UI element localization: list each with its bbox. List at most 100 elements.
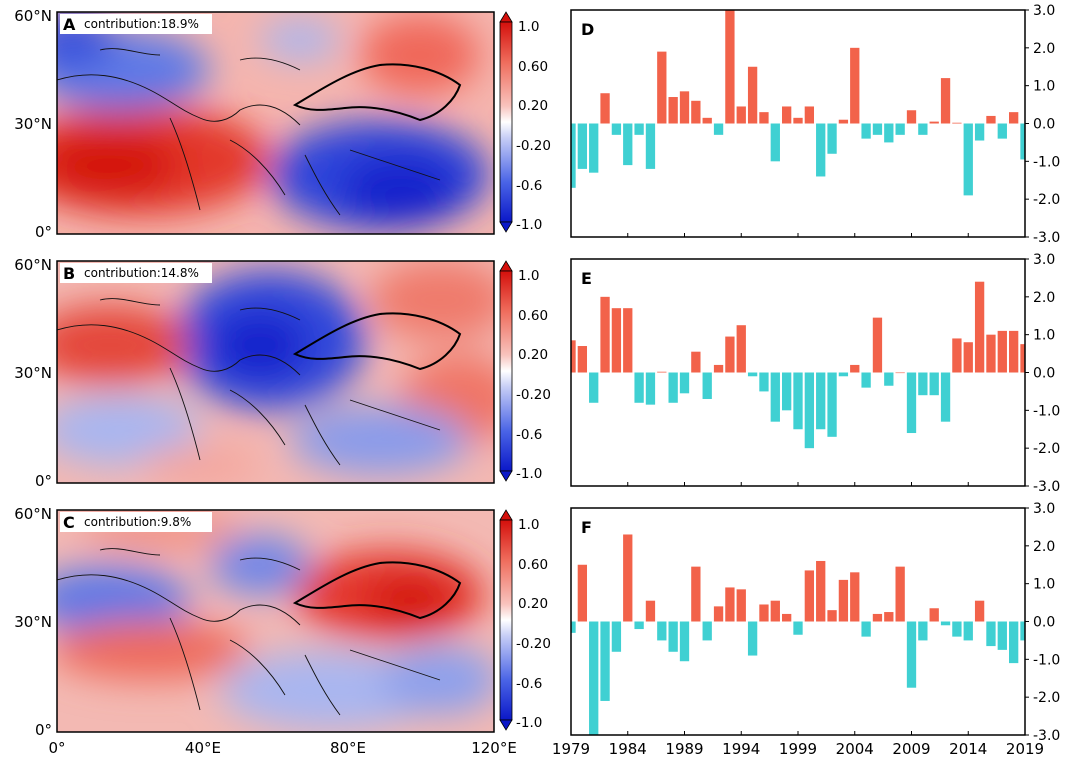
bar-d-1984 (623, 123, 633, 166)
cb-a-tick-5: -0.6 (516, 178, 542, 194)
bar-e-1990 (691, 351, 701, 373)
coastline-c (57, 548, 441, 716)
map-field-b (57, 261, 494, 483)
bar-d-1980 (577, 123, 588, 169)
bar-d-1993 (725, 10, 735, 124)
bar-f-1986 (645, 600, 656, 622)
lon-tick-40: 40°E (185, 739, 221, 757)
bar-e-1988 (668, 372, 678, 403)
map-field-c (57, 510, 494, 732)
bar-d-2003 (838, 119, 849, 124)
bar-f-2003 (838, 579, 849, 622)
bar-f-2019 (1020, 621, 1025, 641)
bar-e-1982 (600, 296, 610, 373)
map-panel-c: C contribution:9.8% (56, 509, 495, 733)
bar-e-2006 (872, 317, 883, 373)
ytick-e-1: 2.0 (1033, 290, 1055, 306)
ytick-f-5: -2.0 (1033, 690, 1060, 706)
cb-b-tick-3: 0.20 (518, 347, 548, 363)
bar-d-2018 (1009, 112, 1019, 124)
cb-a-tick-4: -0.20 (516, 138, 551, 154)
bar-e-2008 (895, 372, 905, 374)
bar-d-1989 (679, 91, 690, 124)
bar-e-1997 (770, 372, 780, 422)
bar-f-1980 (577, 564, 588, 622)
lat-tick-60-b: 60°N (14, 256, 52, 274)
cb-b-tick-2: 0.60 (518, 308, 548, 324)
cb-c-tick-3: 0.20 (518, 596, 548, 612)
bar-d-1992 (713, 123, 724, 135)
map-panel-b: B contribution:14.8% (56, 260, 495, 484)
bar-d-2004 (850, 47, 860, 124)
bar-e-2013 (952, 338, 962, 373)
contribution-box-c (60, 512, 212, 532)
ytick-d-1: 2.0 (1033, 41, 1055, 57)
bar-f-2014 (963, 621, 973, 641)
cb-c-tick-2: 0.60 (518, 557, 548, 573)
panel-label-c: C (63, 513, 75, 532)
panel-label-f: F (581, 518, 592, 537)
bar-e-1987 (657, 371, 667, 373)
bar-f-1990 (691, 566, 701, 622)
tibetan-plateau-outline-b (292, 312, 462, 371)
bar-d-2006 (872, 123, 883, 135)
bar-f-2011 (929, 608, 939, 622)
map-field-a (57, 12, 494, 234)
coastline-b (57, 298, 441, 466)
bar-d-2009 (906, 110, 917, 124)
tibetan-plateau-outline-c (292, 561, 462, 620)
bar-e-1981 (589, 372, 599, 403)
cb-a-tick-3: 0.20 (518, 98, 548, 114)
bar-f-2008 (895, 566, 905, 622)
cb-b-tick-5: -0.6 (516, 427, 542, 443)
lon-tick-80: 80°E (330, 739, 366, 757)
bar-d-2012 (940, 78, 951, 124)
bar-e-2007 (884, 372, 894, 386)
bar-f-2012 (940, 621, 951, 626)
bar-d-2013 (952, 122, 962, 124)
bar-d-2016 (986, 115, 996, 124)
bar-d-2002 (827, 123, 837, 154)
bar-f-1981 (589, 621, 599, 735)
bar-e-1980 (577, 346, 588, 373)
bar-e-1996 (759, 372, 769, 392)
map-panel-a: A contribution:18.9% (56, 11, 495, 235)
xtick-label-2004: 2004 (836, 740, 874, 758)
bar-e-2011 (929, 372, 939, 396)
bar-e-1995 (747, 372, 758, 377)
bar-e-1985 (634, 372, 644, 403)
contribution-text-a: contribution:18.9% (84, 17, 199, 31)
bar-f-1998 (782, 613, 792, 622)
bar-f-1983 (611, 621, 622, 652)
bar-f-2001 (816, 560, 826, 622)
bar-e-2004 (850, 364, 860, 373)
colorbar-c: 1.0 0.60 0.20 -0.20 -0.6 -1.0 (499, 509, 551, 731)
bar-e-1986 (645, 372, 656, 405)
bar-e-1991 (702, 372, 712, 399)
lon-tick-120: 120°E (471, 739, 517, 757)
cb-a-tick-6: -1.0 (516, 217, 542, 233)
bar-d-1995 (747, 66, 758, 124)
bar-e-2000 (804, 372, 815, 449)
lat-tick-0-b: 0° (35, 472, 52, 490)
panel-label-d: D (581, 20, 594, 39)
bar-e-2018 (1009, 330, 1019, 373)
bar-chart-e: E 3.0 2.0 1.0 0.0 -1.0 -2.0 -3.0 (570, 252, 1060, 495)
bar-f-2009 (906, 621, 917, 688)
colorbar-a: 1.0 0.60 0.20 -0.20 -0.6 -1.0 (499, 11, 551, 233)
xtick-label-2014: 2014 (949, 740, 987, 758)
lat-tick-60-c: 60°N (14, 505, 52, 523)
contribution-box-a (60, 14, 212, 34)
ytick-f-2: 1.0 (1033, 577, 1055, 593)
bar-e-2019 (1020, 344, 1025, 373)
bar-f-1979 (571, 621, 576, 633)
map-frame-c (56, 509, 495, 733)
bar-d-1988 (668, 97, 678, 124)
bar-d-2010 (918, 123, 928, 135)
ytick-f-1: 2.0 (1033, 539, 1055, 555)
panel-label-e: E (581, 269, 592, 288)
coastline-a (57, 48, 441, 216)
bar-f-2015 (974, 600, 985, 622)
bar-f-2006 (872, 613, 883, 622)
